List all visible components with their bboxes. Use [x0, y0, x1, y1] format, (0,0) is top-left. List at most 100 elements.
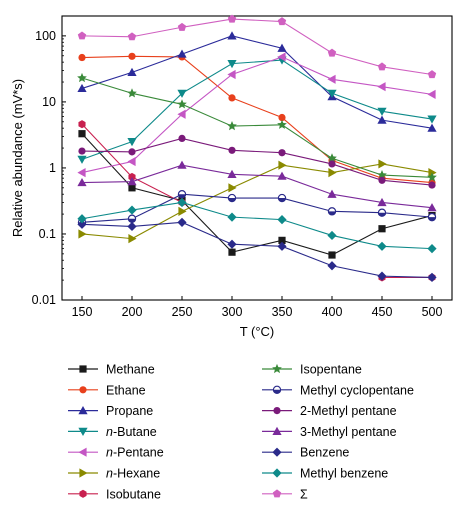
- legend-item-sum: Σ: [262, 487, 308, 501]
- data-point-isopentane: [177, 99, 187, 109]
- legend-swatch-marker: [272, 363, 282, 374]
- series-n-butane: [77, 56, 437, 164]
- data-point-methyl-cyclopentane: [427, 212, 437, 222]
- legend-swatch-marker: [273, 407, 281, 415]
- data-point-isopentane: [77, 72, 87, 83]
- data-point-n-hexane: [178, 206, 187, 216]
- legend-label-italic: n: [106, 446, 113, 460]
- data-point-n-pentane: [177, 109, 186, 119]
- data-point-methyl-benzene: [127, 205, 137, 215]
- data-point-n-hexane: [228, 183, 237, 193]
- data-point-3-methyl-pentane: [277, 171, 287, 180]
- y-tick-label: 10: [42, 95, 56, 109]
- x-tick-label: 250: [172, 305, 193, 319]
- legend-label: n-Butane: [106, 425, 157, 439]
- x-tick-label: 300: [222, 305, 243, 319]
- legend-label-italic: n: [106, 425, 113, 439]
- legend-label: 3-Methyl pentane: [300, 425, 397, 439]
- data-point-n-pentane: [327, 74, 336, 84]
- legend-item-methane: Methane: [68, 363, 155, 377]
- legend-label: n-Pentane: [106, 446, 164, 460]
- data-point-propane: [127, 67, 137, 76]
- data-point-sum: [227, 14, 237, 23]
- legend-swatch-marker: [272, 468, 282, 478]
- series-n-hexane: [78, 159, 437, 244]
- series-line-n-pentane: [81, 56, 433, 174]
- y-tick-label: 1: [49, 161, 56, 175]
- data-point-n-pentane: [427, 89, 436, 99]
- legend-label-rest: -Butane: [113, 425, 157, 439]
- data-point-methyl-benzene: [427, 244, 437, 254]
- legend-label: Propane: [106, 404, 153, 418]
- legend-label-italic: n: [106, 467, 113, 481]
- data-point-ethane: [128, 52, 136, 60]
- legend-label: Isobutane: [106, 487, 161, 501]
- data-point-benzene: [377, 271, 387, 281]
- data-point-isobutane: [78, 120, 86, 129]
- data-point-n-pentane: [77, 167, 86, 178]
- series-isopentane: [77, 72, 437, 182]
- legend-item-n-hexane: n-Hexane: [68, 467, 160, 481]
- data-point-3-methyl-pentane: [177, 160, 187, 169]
- data-point-sum: [177, 22, 187, 31]
- x-tick-label: 350: [272, 305, 293, 319]
- series-line-ethane: [81, 55, 433, 184]
- legend-item-3-methyl-pentane: 3-Methyl pentane: [262, 425, 397, 439]
- legend-item-benzene: Benzene: [262, 446, 349, 460]
- legend-label-rest: -Hexane: [113, 467, 160, 481]
- y-tick-label: 0.01: [32, 293, 56, 307]
- legend-label: Methyl cyclopentane: [300, 383, 414, 397]
- data-point-isopentane: [277, 119, 287, 129]
- legend-item-n-butane: n-Butane: [68, 425, 157, 439]
- data-point-benzene: [327, 261, 337, 271]
- data-point-methane: [378, 225, 386, 233]
- data-point-benzene: [227, 239, 237, 249]
- data-point-benzene: [427, 272, 437, 282]
- data-point-2-methyl-pentane: [378, 176, 386, 184]
- legend-swatch-marker: [79, 365, 87, 373]
- data-point-n-butane: [377, 107, 387, 116]
- data-point-n-butane: [427, 115, 437, 124]
- data-point-3-methyl-pentane: [327, 189, 337, 198]
- data-point-methyl-benzene: [177, 197, 187, 208]
- series-sum: [77, 14, 437, 79]
- data-point-n-pentane: [227, 69, 236, 80]
- data-point-3-methyl-pentane: [377, 197, 387, 207]
- data-point-n-butane: [77, 155, 87, 164]
- data-point-n-hexane: [78, 229, 87, 239]
- legend-swatch-marker: [79, 468, 88, 478]
- data-point-isopentane: [377, 169, 387, 180]
- data-point-methyl-benzene: [77, 214, 87, 224]
- data-point-n-pentane: [127, 156, 136, 167]
- plot-frame: [61, 15, 453, 301]
- data-point-ethane: [78, 53, 86, 62]
- y-tick-label: 100: [35, 29, 56, 43]
- data-point-benzene: [127, 221, 137, 232]
- series-line-n-butane: [81, 59, 433, 160]
- data-point-3-methyl-pentane: [227, 169, 237, 178]
- data-point-ethane: [278, 113, 286, 122]
- legend-label: Methane: [106, 363, 155, 377]
- x-tick-label: 500: [422, 305, 443, 319]
- data-point-propane: [427, 123, 437, 132]
- data-point-methyl-benzene: [327, 230, 337, 241]
- legend-item-ethane: Ethane: [68, 383, 146, 397]
- legend-swatch-marker: [272, 447, 282, 457]
- legend-item-2-methyl-pentane: 2-Methyl pentane: [262, 404, 397, 418]
- data-point-isopentane: [227, 121, 237, 131]
- data-point-sum: [377, 62, 387, 71]
- data-point-2-methyl-pentane: [278, 149, 286, 157]
- data-point-n-hexane: [128, 234, 137, 244]
- data-point-methyl-benzene: [227, 212, 237, 222]
- series-n-pentane: [77, 52, 436, 178]
- data-point-sum: [327, 48, 337, 57]
- data-point-2-methyl-pentane: [78, 147, 86, 155]
- legend-label: Ethane: [106, 383, 146, 397]
- data-point-benzene: [177, 217, 187, 227]
- data-point-isobutane: [128, 172, 136, 182]
- data-point-sum: [277, 17, 287, 26]
- data-point-2-methyl-pentane: [328, 160, 336, 168]
- x-tick-label: 200: [122, 305, 143, 319]
- legend-item-isopentane: Isopentane: [262, 363, 362, 377]
- data-point-n-hexane: [428, 167, 437, 178]
